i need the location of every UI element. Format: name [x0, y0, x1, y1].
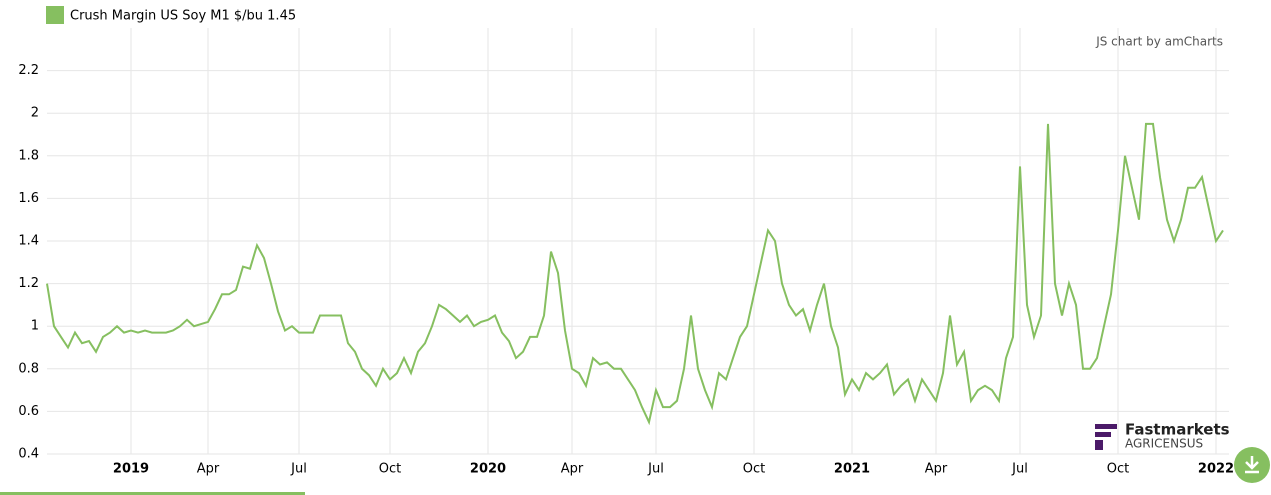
y-tick-label: 1.6	[18, 191, 39, 206]
x-tick-label: Jul	[647, 462, 664, 477]
y-tick-label: 1	[31, 319, 39, 334]
x-tick-label: Oct	[743, 462, 765, 477]
y-tick-label: 1.4	[18, 234, 39, 249]
logo-sub: AGRICENSUS	[1125, 437, 1203, 451]
logo-name: Fastmarkets	[1125, 421, 1230, 439]
x-tick-label: Apr	[561, 462, 584, 477]
legend-swatch[interactable]	[46, 6, 64, 24]
logo: Fastmarkets AGRICENSUS	[1095, 421, 1230, 451]
x-tick-label: 2022	[1198, 462, 1234, 477]
x-tick-label: Apr	[197, 462, 220, 477]
y-tick-label: 0.8	[18, 361, 39, 376]
y-tick-label: 0.4	[18, 447, 39, 462]
y-tick-label: 1.8	[18, 148, 39, 163]
y-tick-label: 2.2	[18, 63, 39, 78]
x-tick-label: Oct	[379, 462, 401, 477]
x-tick-label: 2019	[113, 462, 149, 477]
y-tick-label: 2	[31, 106, 39, 121]
x-tick-label: Oct	[1107, 462, 1129, 477]
credit[interactable]: JS chart by amCharts	[1095, 35, 1223, 49]
scrollbar[interactable]	[0, 492, 305, 495]
x-tick-label: 2021	[834, 462, 870, 477]
download-button[interactable]	[1234, 447, 1270, 483]
line	[46, 122, 1224, 426]
legend-label[interactable]: Crush Margin US Soy M1 $/bu 1.45	[70, 9, 296, 24]
x-tick-label: Jul	[290, 462, 307, 477]
x-tick-label: Apr	[925, 462, 948, 477]
x-tick-label: Jul	[1011, 462, 1028, 477]
y-tick-label: 0.6	[18, 404, 39, 419]
x-tick-label: 2020	[470, 462, 506, 477]
y-tick-label: 1.2	[18, 276, 39, 291]
